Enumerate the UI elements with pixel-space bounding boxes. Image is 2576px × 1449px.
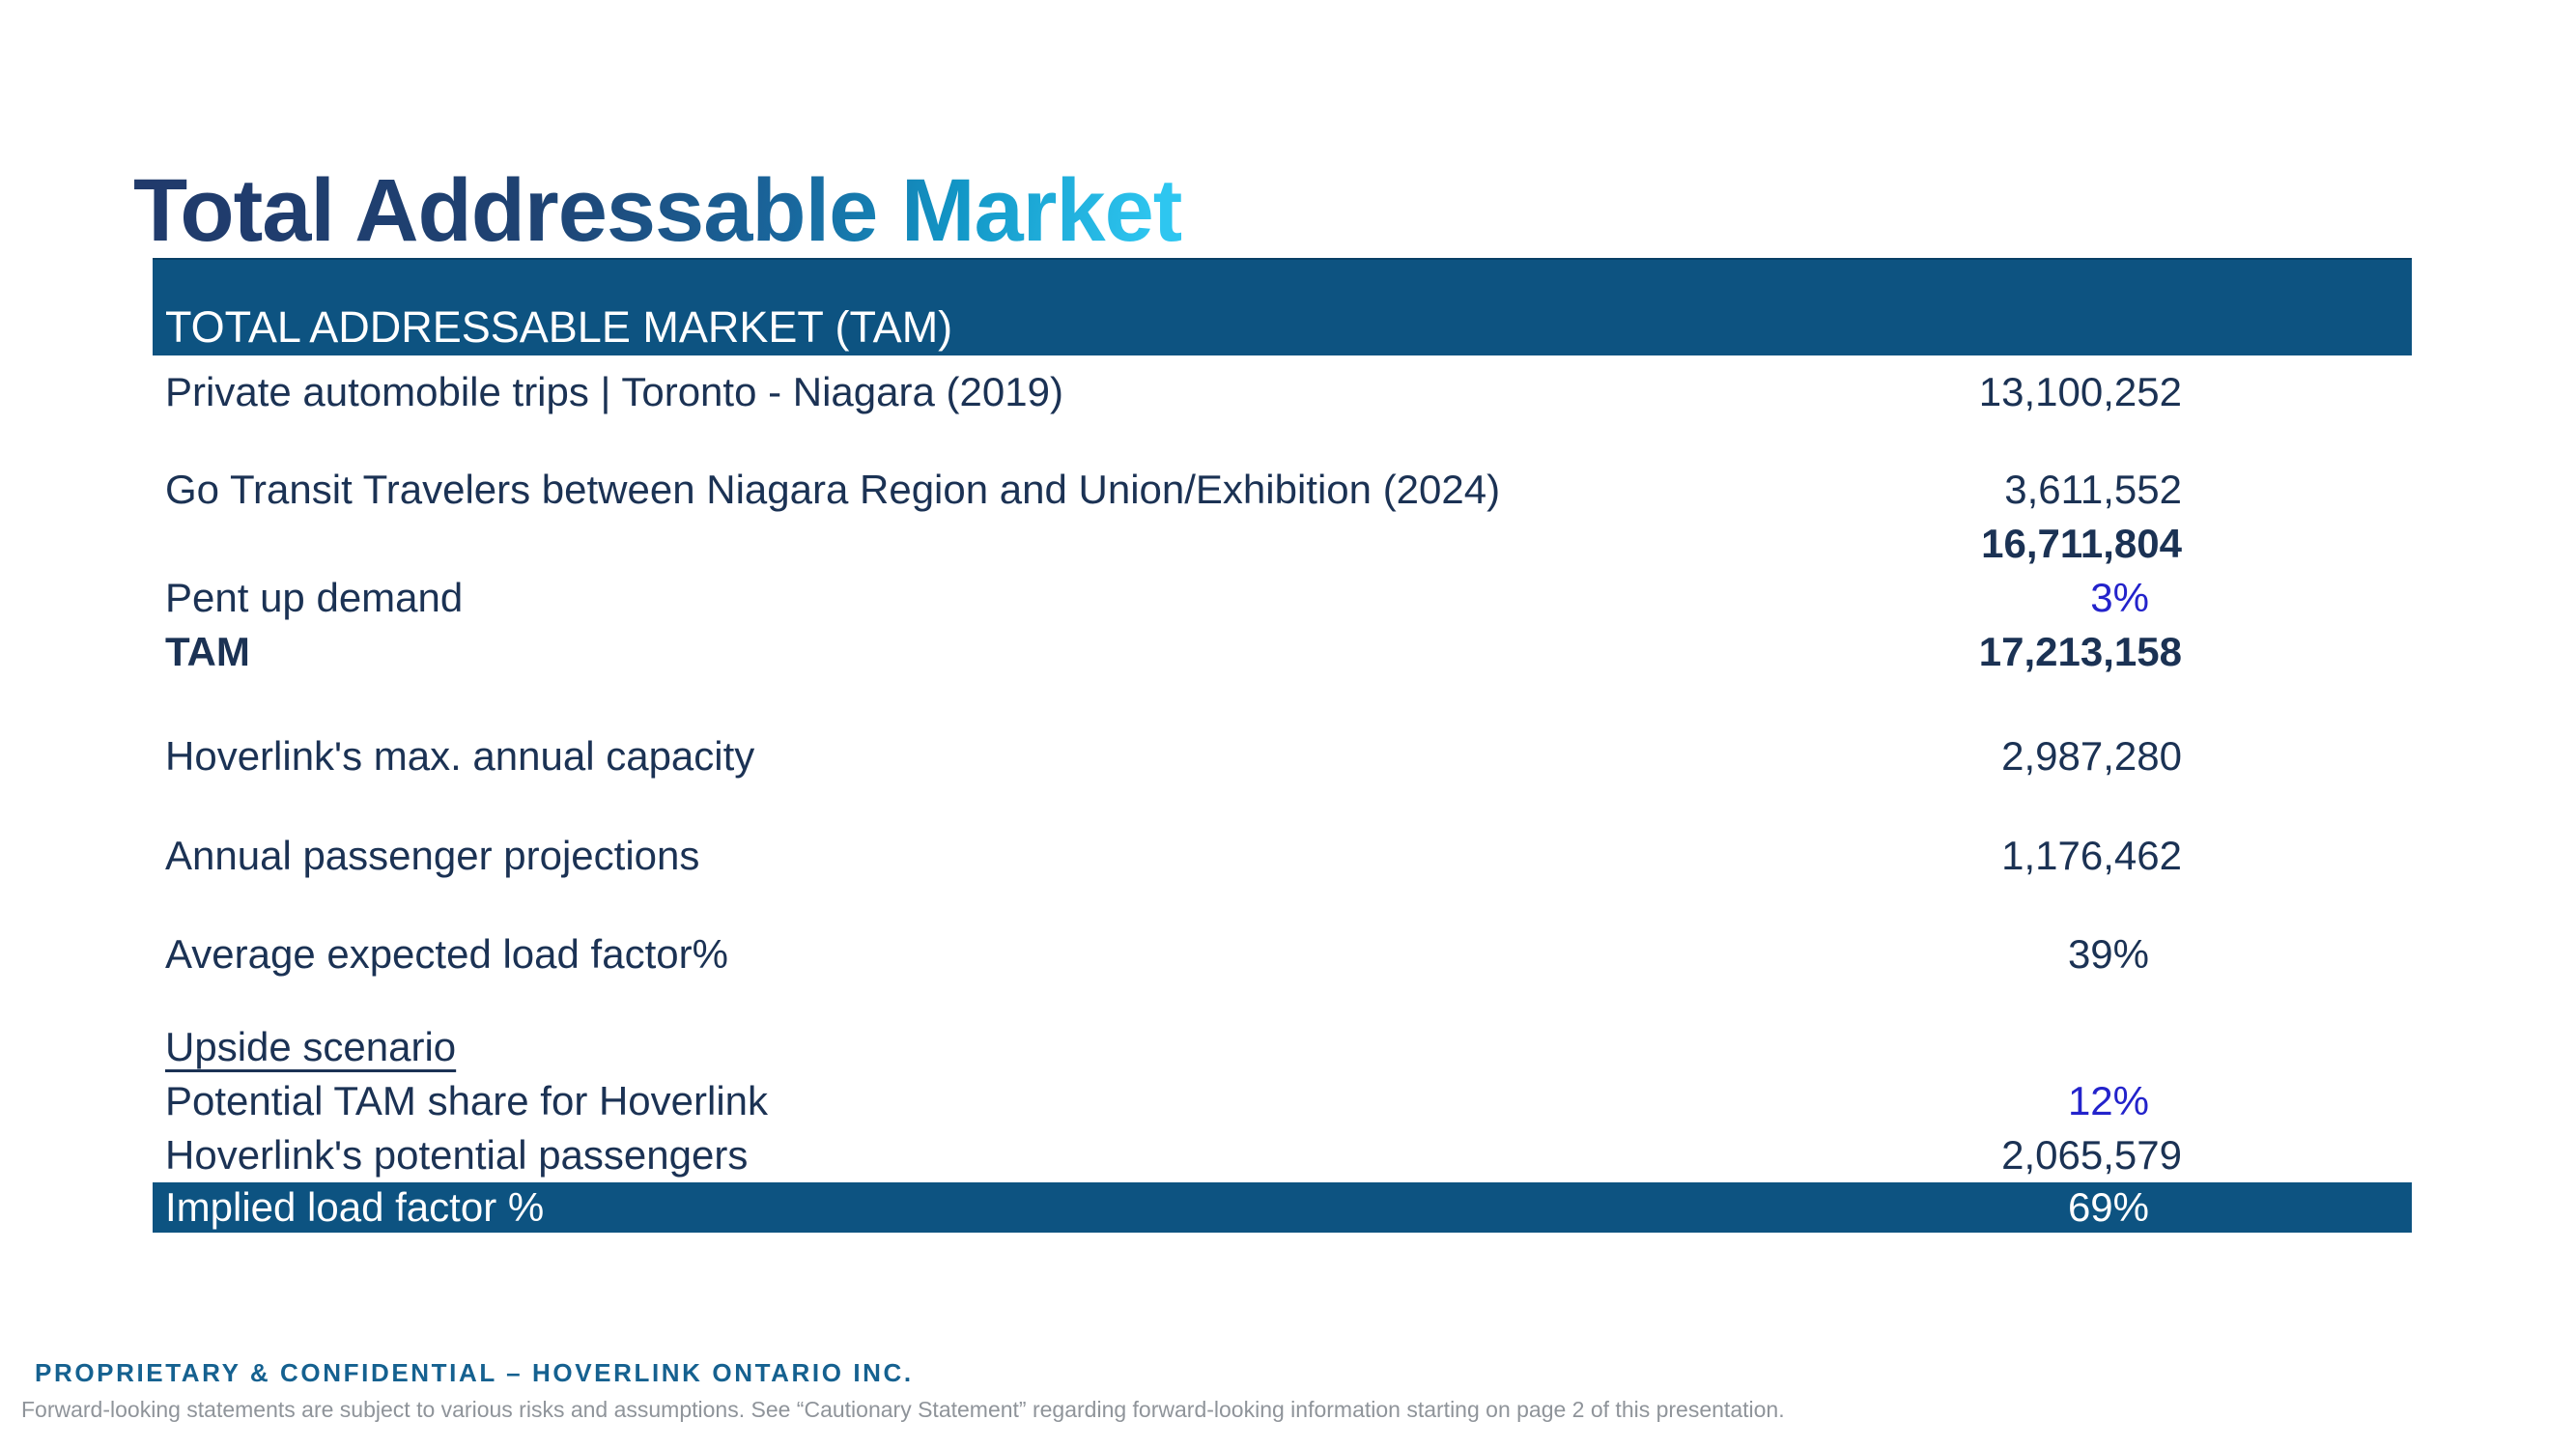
row-value: 17,213,158 bbox=[1978, 629, 2182, 674]
table-row: Pent up demand 3% bbox=[153, 571, 2412, 625]
spacer bbox=[153, 981, 2412, 1020]
table-row: Average expected load factor% 39% bbox=[153, 927, 2412, 981]
table-row: Annual passenger projections 1,176,462 bbox=[153, 829, 2412, 883]
row-label: TAM bbox=[165, 629, 250, 674]
row-label: Annual passenger projections bbox=[165, 833, 700, 878]
table-row: Hoverlink's potential passengers 2,065,5… bbox=[153, 1128, 2412, 1182]
table-row: TAM 17,213,158 bbox=[153, 625, 2412, 679]
table-row: Private automobile trips | Toronto - Nia… bbox=[153, 365, 2412, 419]
summary-row-label: Implied load factor % bbox=[165, 1184, 545, 1230]
row-label: Upside scenario bbox=[165, 1024, 457, 1069]
row-label: Hoverlink's max. annual capacity bbox=[165, 733, 755, 779]
row-label: Pent up demand bbox=[165, 575, 464, 620]
spacer bbox=[153, 679, 2412, 729]
summary-row-value: 69% bbox=[2067, 1184, 2149, 1230]
row-label: Average expected load factor% bbox=[165, 931, 728, 977]
row-value: 1,176,462 bbox=[2001, 833, 2182, 878]
row-value: 13,100,252 bbox=[1978, 369, 2182, 414]
tam-table: TOTAL ADDRESSABLE MARKET (TAM) Private a… bbox=[153, 258, 2412, 1233]
row-value: 16,711,804 bbox=[1981, 521, 2182, 566]
row-value: 2,987,280 bbox=[2001, 733, 2182, 779]
row-label: Potential TAM share for Hoverlink bbox=[165, 1078, 769, 1123]
spacer bbox=[153, 883, 2412, 927]
row-label: Go Transit Travelers between Niagara Reg… bbox=[165, 467, 1501, 512]
summary-row-bar: Implied load factor % 69% bbox=[153, 1182, 2412, 1233]
table-row: 16,711,804 bbox=[153, 517, 2412, 571]
row-value: 39% bbox=[2067, 931, 2149, 977]
table-row: Upside scenario bbox=[153, 1020, 2412, 1074]
table-row: Potential TAM share for Hoverlink 12% bbox=[153, 1074, 2412, 1128]
table-header-label: TOTAL ADDRESSABLE MARKET (TAM) bbox=[165, 302, 953, 352]
row-value: 12% bbox=[2067, 1078, 2149, 1123]
row-value: 3% bbox=[2090, 575, 2149, 620]
spacer bbox=[153, 783, 2412, 829]
table-row: Go Transit Travelers between Niagara Reg… bbox=[153, 463, 2412, 517]
spacer bbox=[153, 419, 2412, 463]
table-header-bar: TOTAL ADDRESSABLE MARKET (TAM) bbox=[153, 258, 2412, 355]
row-value: 2,065,579 bbox=[2001, 1132, 2182, 1178]
row-label: Private automobile trips | Toronto - Nia… bbox=[165, 369, 1063, 414]
spacer bbox=[153, 355, 2412, 365]
footer-confidential-text: PROPRIETARY & CONFIDENTIAL – HOVERLINK O… bbox=[35, 1358, 914, 1387]
page-title: Total Addressable Market bbox=[133, 160, 1182, 260]
row-label: Hoverlink's potential passengers bbox=[165, 1132, 749, 1178]
footer-disclaimer-text: Forward-looking statements are subject t… bbox=[21, 1397, 1785, 1422]
table-row: Hoverlink's max. annual capacity 2,987,2… bbox=[153, 729, 2412, 783]
row-value: 3,611,552 bbox=[2004, 467, 2182, 512]
